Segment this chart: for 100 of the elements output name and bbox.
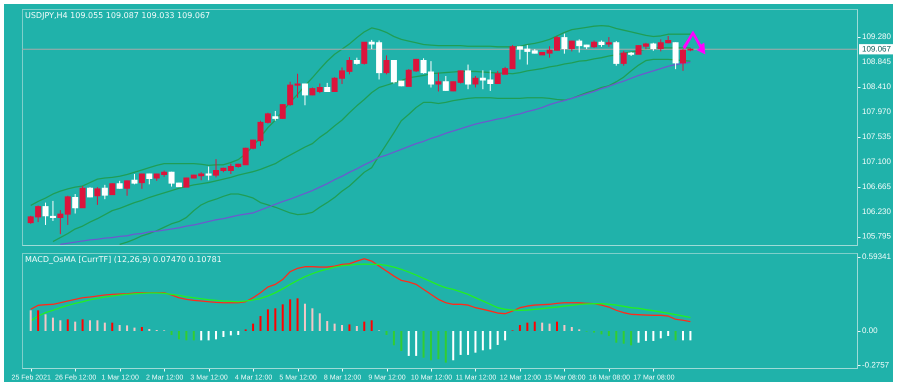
- bar: [311, 308, 314, 331]
- candlestick: [620, 50, 627, 66]
- candlestick: [109, 182, 116, 196]
- bar: [118, 325, 121, 331]
- bar: [496, 330, 499, 345]
- bar: [326, 321, 328, 331]
- bar: [474, 330, 476, 353]
- bar: [563, 325, 566, 331]
- bar: [482, 330, 484, 350]
- bar: [667, 330, 670, 336]
- candlestick: [302, 82, 308, 106]
- y-tick-label: 106.230: [862, 206, 892, 216]
- candlestick: [568, 40, 575, 52]
- bar: [415, 330, 418, 356]
- bar: [489, 330, 492, 350]
- bar: [259, 316, 262, 331]
- bar: [185, 330, 188, 340]
- bar: [289, 299, 292, 331]
- bar: [534, 322, 536, 331]
- candlestick: [472, 76, 478, 88]
- bar: [548, 324, 551, 331]
- y-tick-label: 107.100: [862, 156, 892, 166]
- candlestick: [272, 110, 278, 122]
- bar: [400, 330, 402, 351]
- bar: [392, 330, 395, 346]
- ref-line-label: 109.067: [862, 44, 892, 54]
- bar: [200, 330, 202, 340]
- bar: [660, 330, 662, 338]
- bar: [266, 309, 269, 331]
- bar: [252, 324, 254, 331]
- candlestick: [613, 40, 620, 66]
- bar: [133, 328, 136, 331]
- bar: [44, 314, 47, 331]
- candlestick: [80, 186, 86, 208]
- y-tick-label: 108.845: [862, 56, 892, 66]
- bar: [126, 325, 128, 331]
- bar: [556, 322, 558, 331]
- y-tick-label: 109.280: [862, 32, 892, 42]
- bar: [74, 322, 76, 331]
- y-tick-label: 105.795: [862, 232, 892, 241]
- candlestick: [361, 42, 368, 66]
- bar: [230, 330, 232, 336]
- bar: [356, 326, 358, 331]
- chart-title: USDJPY,H4 109.055 109.087 109.033 109.067: [25, 11, 210, 20]
- bar: [467, 330, 470, 355]
- y-tick-label: 0.00: [862, 326, 878, 335]
- bar: [274, 308, 276, 331]
- candlestick: [561, 33, 568, 54]
- bar: [638, 330, 640, 343]
- bar: [386, 330, 388, 335]
- bar: [363, 322, 366, 331]
- bar: [192, 330, 195, 340]
- y-tick-label: -0.2757: [862, 360, 890, 370]
- bar: [422, 330, 425, 358]
- bar: [444, 330, 447, 363]
- y-tick-label: 107.535: [862, 132, 892, 142]
- y-tick-label: 108.410: [862, 82, 892, 91]
- bar: [452, 330, 454, 360]
- bar: [208, 330, 210, 340]
- bar: [30, 310, 32, 331]
- bar: [541, 322, 544, 331]
- bar: [608, 330, 610, 336]
- y-tick-label: 106.665: [862, 182, 892, 191]
- bar: [682, 330, 684, 340]
- candlestick: [131, 173, 138, 185]
- candlestick: [435, 72, 442, 92]
- bar: [318, 313, 321, 331]
- bar: [89, 320, 92, 331]
- bar: [104, 322, 106, 331]
- chart-title: MACD_OsMA [CurrTF] (12,26,9) 0.07470 0.10781: [25, 255, 222, 264]
- candlestick: [102, 184, 108, 200]
- bar: [222, 330, 224, 337]
- bar: [526, 322, 528, 331]
- candlestick: [124, 180, 130, 196]
- bar: [689, 330, 692, 340]
- bar: [170, 330, 173, 335]
- candlestick: [606, 36, 612, 48]
- candlestick: [138, 172, 145, 190]
- bar: [652, 330, 654, 341]
- bar: [296, 298, 299, 331]
- candlestick: [72, 194, 78, 214]
- bar: [140, 327, 143, 331]
- bar: [37, 310, 40, 331]
- bar: [622, 330, 625, 344]
- candlestick: [94, 186, 100, 206]
- bar: [615, 330, 618, 343]
- y-tick-label: 0.59341: [862, 252, 892, 262]
- bar: [630, 330, 632, 346]
- bar: [504, 330, 506, 340]
- bar: [370, 320, 373, 331]
- bar: [52, 318, 54, 331]
- bar: [66, 319, 69, 331]
- bar: [59, 320, 62, 331]
- candlestick: [384, 54, 390, 75]
- bar: [430, 330, 432, 360]
- bar: [96, 320, 98, 331]
- bar: [237, 330, 240, 335]
- bar: [178, 330, 180, 340]
- bar: [111, 322, 114, 331]
- y-tick-label: 107.970: [862, 107, 892, 116]
